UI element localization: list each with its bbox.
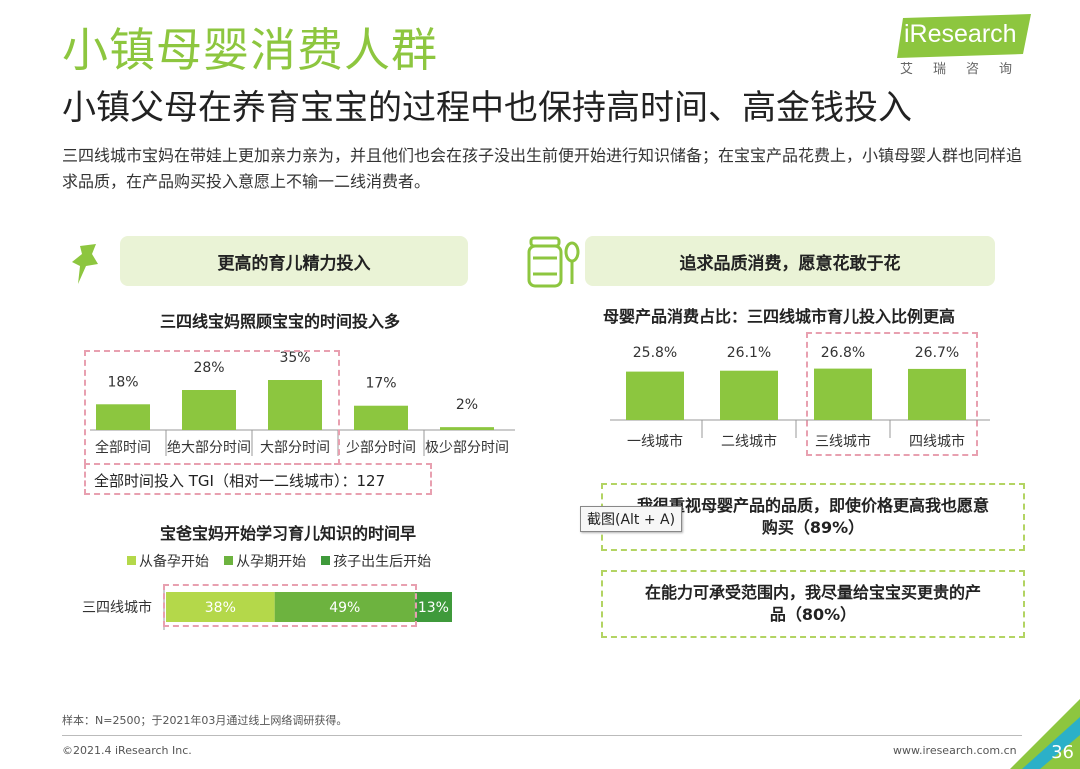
chart3-category-label: 三线城市 — [815, 433, 871, 450]
chart2-legend: 从备孕开始 从孕期开始 孩子出生后开始 — [127, 550, 441, 571]
chart3-title: 母婴产品消费占比：三四线城市育儿投入比例更高 — [603, 307, 956, 326]
chart3-category-label: 二线城市 — [721, 433, 777, 450]
legend-item: 孩子出生后开始 — [321, 551, 431, 571]
quote-expensive-text: 在能力可承受范围内，我尽量给宝宝买更贵的产品（80%） — [644, 583, 981, 624]
banner-right: 追求品质消费，愿意花敢于花 — [585, 236, 995, 286]
chart3-category-label: 四线城市 — [909, 433, 965, 450]
chart1-value-label: 17% — [365, 376, 396, 392]
chart2-segment — [274, 592, 415, 622]
logo-subtext: 艾瑞咨询 — [900, 62, 1033, 77]
chart1-value-label: 35% — [279, 350, 310, 366]
legend-item: 从备孕开始 — [127, 551, 209, 571]
chart1-category-label: 绝大部分时间 — [167, 440, 251, 456]
chart2-title: 宝爸宝妈开始学习育儿知识的时间早 — [160, 524, 417, 543]
chart1-highlight-box — [84, 350, 340, 465]
footer-note: 样本：N=2500；于2021年03月通过线上网络调研获得。 — [62, 714, 348, 727]
chart3-value-label: 26.7% — [915, 345, 959, 361]
footer-divider — [62, 735, 1022, 736]
website-link[interactable]: www.iresearch.com.cn — [893, 744, 1017, 757]
chart1-category-label: 极少部分时间 — [425, 440, 509, 456]
chart1-bar — [440, 427, 494, 430]
chart1-bar — [96, 404, 150, 430]
chart3-value-label: 26.1% — [727, 345, 771, 361]
legend-label: 孩子出生后开始 — [333, 553, 432, 570]
chart1-bar — [354, 405, 408, 430]
legend-label: 从孕期开始 — [236, 553, 307, 570]
legend-item: 从孕期开始 — [224, 551, 306, 571]
chart1-value-label: 2% — [456, 397, 478, 413]
quote-quality-text: 我很重视母婴产品的品质，即使价格更高我也愿意购买（89%） — [636, 496, 989, 537]
chart3-value-label: 26.8% — [821, 345, 865, 361]
intro-paragraph: 三四线城市宝妈在带娃上更加亲力亲为，并且他们也会在孩子没出生前便开始进行知识储备… — [62, 146, 1023, 191]
page-subtitle: 小镇父母在养育宝宝的过程中也保持高时间、高金钱投入 — [62, 88, 912, 128]
tgi-box — [84, 463, 432, 495]
chart2-segment — [166, 592, 275, 622]
chart2-segment-label: 38% — [205, 600, 236, 616]
quote-box-quality: 我很重视母婴产品的品质，即使价格更高我也愿意购买（89%） — [601, 483, 1025, 551]
legend-swatch — [127, 556, 136, 565]
page-number: 36 — [1051, 742, 1074, 763]
chart1-category-label: 全部时间 — [95, 439, 151, 456]
banner-left: 更高的育儿精力投入 — [120, 236, 468, 286]
chart2-segment-label: 13% — [418, 600, 449, 616]
screenshot-tooltip: 截图(Alt + A) — [580, 506, 683, 532]
baby-food-jar-icon — [527, 236, 580, 288]
chart1-value-label: 28% — [193, 360, 224, 376]
chart1-category-label: 大部分时间 — [260, 440, 330, 456]
legend-label: 从备孕开始 — [139, 553, 209, 570]
copyright: ©2021.4 iResearch Inc. — [62, 744, 192, 757]
chart2-segment — [414, 592, 452, 622]
legend-swatch — [321, 556, 331, 565]
chart3-bar — [814, 368, 872, 420]
pushpin-icon — [72, 244, 98, 284]
chart1-category-label: 少部分时间 — [346, 440, 416, 456]
chart3-highlight-box — [806, 332, 978, 456]
chart1-bar — [268, 380, 322, 430]
chart3-bar — [908, 368, 966, 420]
quote-box-expensive: 在能力可承受范围内，我尽量给宝宝买更贵的产品（80%） — [601, 570, 1025, 638]
chart2-knowledge-start: 三四线城市 38% 49% 13% — [82, 586, 452, 630]
page-title: 小镇母婴消费人群 — [62, 23, 438, 77]
legend-swatch — [224, 556, 234, 565]
chart3-spending-share: 25.8% 一线城市 26.1% 二线城市 26.8% 三线城市 26.7% 四线城市 — [610, 345, 990, 450]
chart1-value-label: 18% — [107, 374, 138, 390]
chart3-bar — [720, 370, 778, 420]
logo-text: iResearch — [904, 20, 1017, 48]
chart2-segment-label: 49% — [329, 600, 360, 616]
chart2-category-label: 三四线城市 — [82, 599, 152, 616]
chart1-title: 三四线宝妈照顾宝宝的时间投入多 — [160, 312, 401, 331]
chart1-bar — [182, 390, 236, 430]
chart2-highlight-box — [163, 584, 417, 627]
chart1-time-investment: 18% 全部时间 28% 绝大部分时间 35% 大部分时间 17% 少部分时间 2% 极少部分时间 — [90, 350, 515, 456]
tgi-text: 全部时间投入 TGI（相对一二线城市）：127 — [94, 472, 386, 490]
page-corner-decoration — [1010, 699, 1080, 769]
chart3-value-label: 25.8% — [633, 345, 677, 361]
chart3-category-label: 一线城市 — [627, 433, 683, 450]
iresearch-logo — [897, 14, 1031, 58]
chart3-bar — [626, 371, 684, 420]
